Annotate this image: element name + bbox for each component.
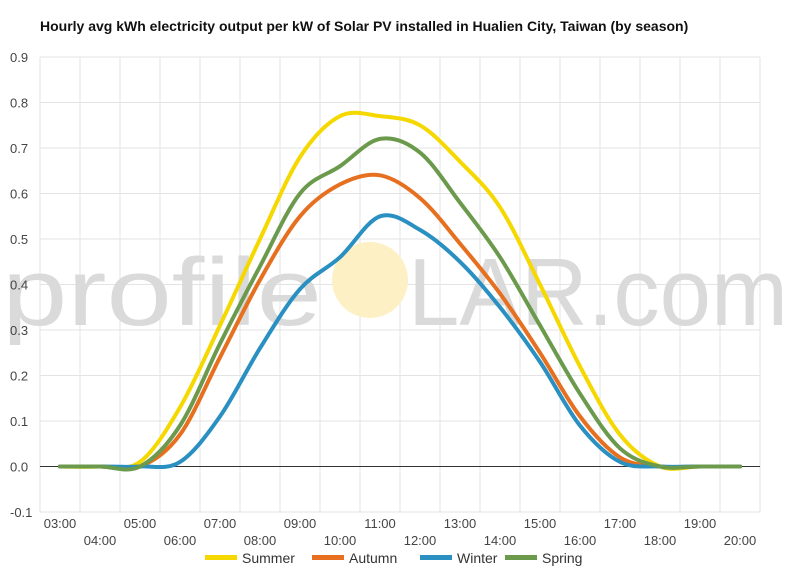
series-line-winter bbox=[58, 213, 742, 470]
legend-swatch-winter bbox=[420, 555, 452, 560]
x-tick-label: 04:00 bbox=[84, 533, 117, 548]
x-tick-label: 11:00 bbox=[364, 516, 396, 531]
x-tick-label: 07:00 bbox=[204, 516, 237, 531]
y-tick-label: -0.1 bbox=[10, 505, 32, 520]
y-tick-label: 0.2 bbox=[10, 369, 28, 384]
legend: Summer Autumn Winter Spring bbox=[205, 550, 582, 566]
x-tick-label: 05:00 bbox=[124, 516, 157, 531]
y-tick-label: 0.0 bbox=[10, 460, 28, 475]
x-tick-label: 14:00 bbox=[484, 533, 517, 548]
axis-layer: -0.1 0.0 0.1 0.2 0.3 0.4 0.5 0.6 0.7 0.8 0.9 03:00 0… bbox=[10, 50, 760, 548]
series-line-spring bbox=[58, 136, 742, 472]
sun-icon bbox=[332, 242, 408, 318]
x-tick-label: 10:00 bbox=[324, 533, 357, 548]
chart-title: Hourly avg kWh electricity output per kW… bbox=[40, 18, 689, 34]
x-tick-label: 15:00 bbox=[524, 516, 557, 531]
legend-label: Spring bbox=[542, 550, 582, 566]
legend-label: Autumn bbox=[349, 550, 397, 566]
x-tick-label: 12:00 bbox=[404, 533, 437, 548]
series-line-autumn bbox=[58, 172, 742, 471]
watermark-right-text: LAR.com bbox=[408, 239, 788, 346]
x-tick-label: 09:00 bbox=[284, 516, 317, 531]
series-line-summer bbox=[58, 110, 742, 471]
y-tick-label: 0.7 bbox=[10, 141, 28, 156]
y-tick-label: 0.9 bbox=[10, 50, 28, 65]
y-tick-label: 0.1 bbox=[10, 414, 28, 429]
legend-swatch-summer bbox=[205, 555, 237, 560]
y-tick-label: 0.5 bbox=[10, 232, 28, 247]
y-tick-label: 0.4 bbox=[10, 278, 28, 293]
x-tick-label: 08:00 bbox=[244, 533, 277, 548]
legend-swatch-autumn bbox=[312, 555, 344, 560]
legend-label: Summer bbox=[242, 550, 295, 566]
x-tick-label: 06:00 bbox=[164, 533, 197, 548]
x-tick-label: 16:00 bbox=[564, 533, 597, 548]
y-tick-label: 0.3 bbox=[10, 323, 28, 338]
y-tick-label: 0.6 bbox=[10, 187, 28, 202]
series-layer bbox=[58, 110, 742, 472]
x-tick-label: 19:00 bbox=[684, 516, 717, 531]
x-tick-label: 13:00 bbox=[444, 516, 477, 531]
x-tick-label: 03:00 bbox=[44, 516, 77, 531]
grid-layer bbox=[39, 56, 761, 513]
x-tick-label: 18:00 bbox=[644, 533, 677, 548]
legend-swatch-spring bbox=[505, 555, 537, 560]
x-tick-label: 17:00 bbox=[604, 516, 637, 531]
y-tick-label: 0.8 bbox=[10, 96, 28, 111]
x-tick-label: 20:00 bbox=[724, 533, 757, 548]
watermark-left-text: profile bbox=[2, 239, 322, 346]
legend-label: Winter bbox=[457, 550, 498, 566]
